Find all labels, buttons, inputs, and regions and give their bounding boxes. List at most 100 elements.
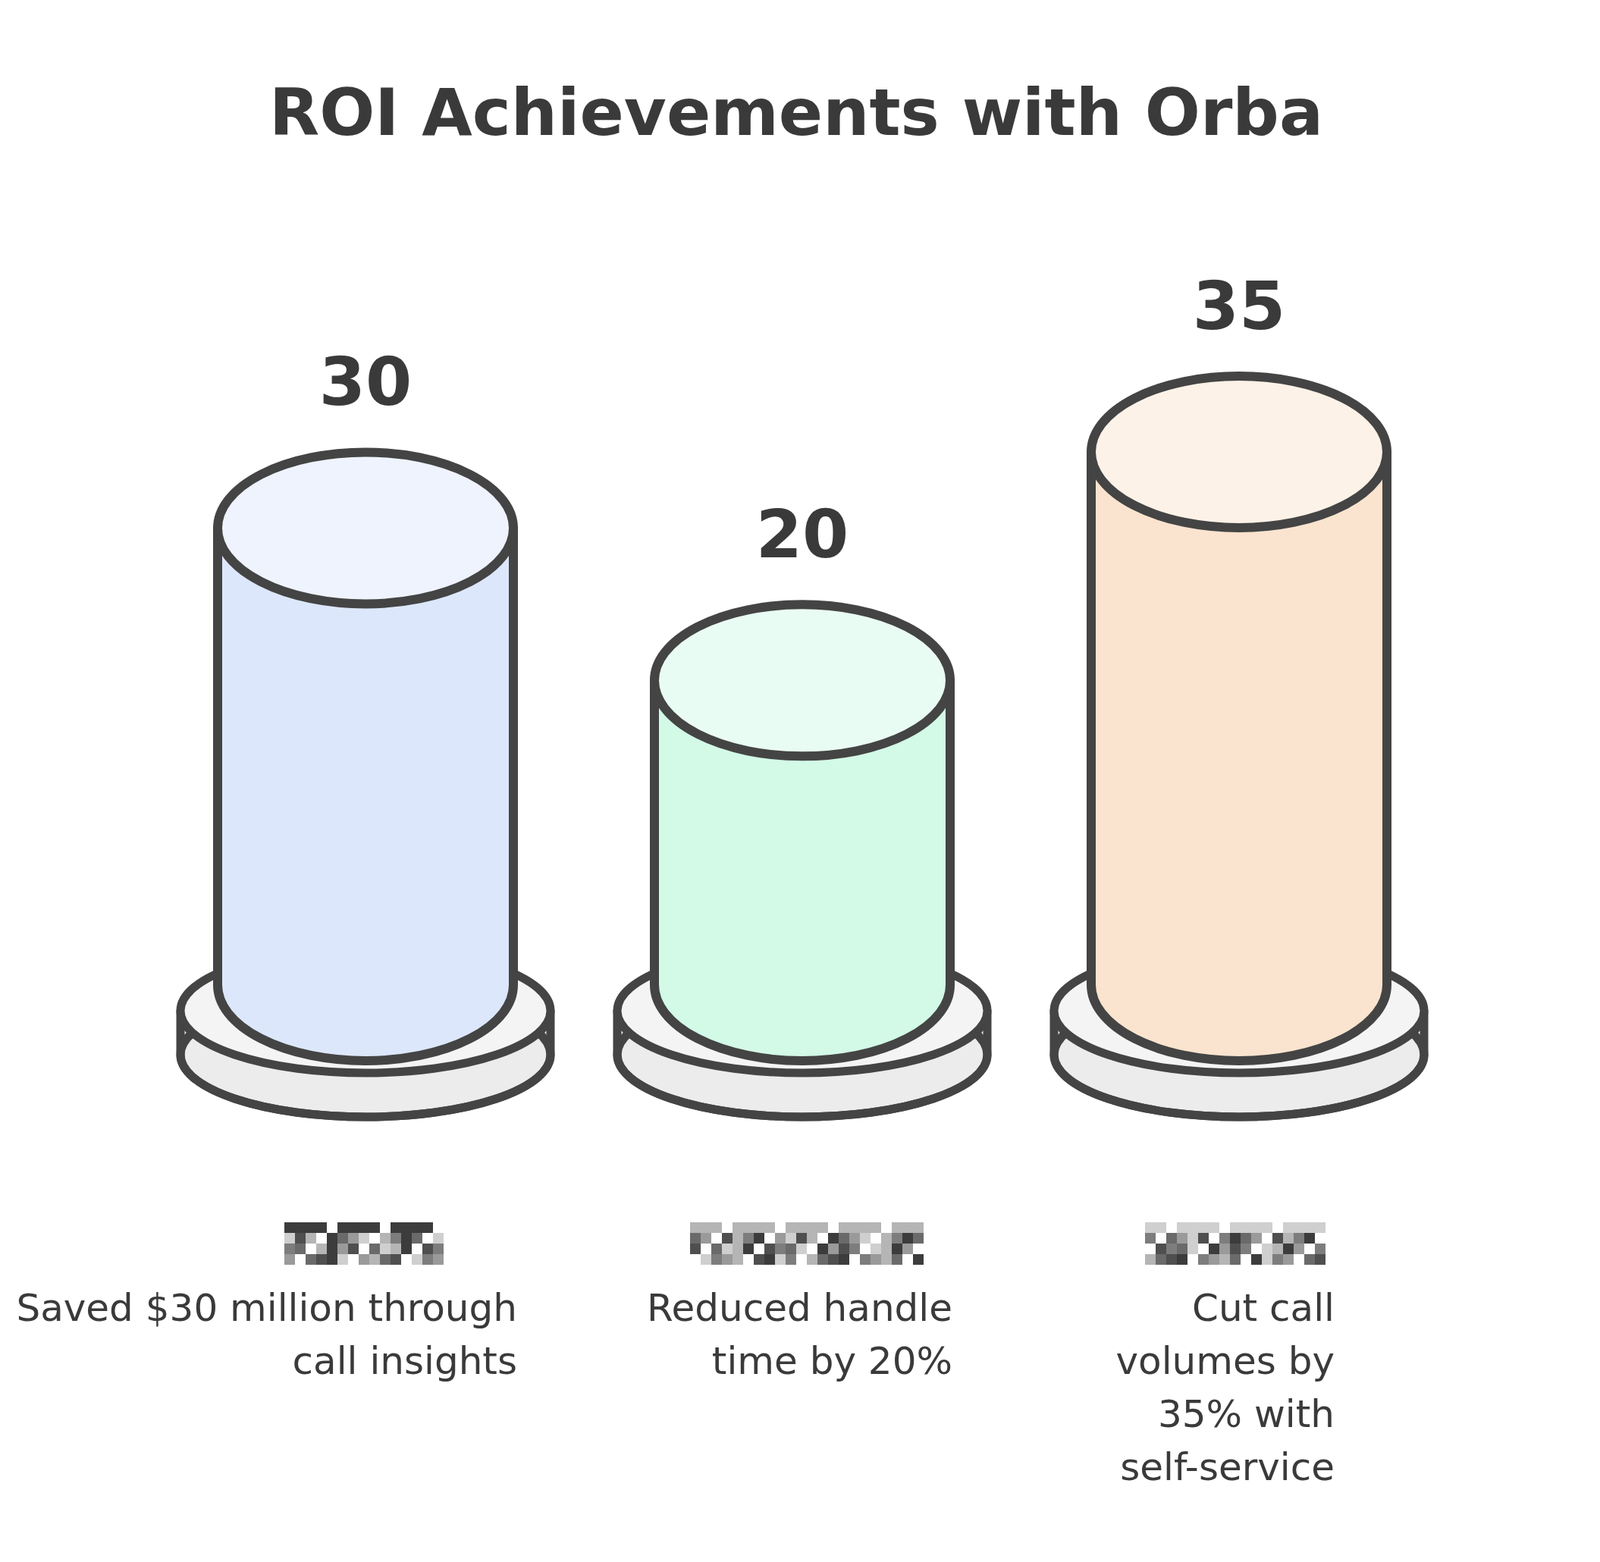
- redaction-pixel: [358, 1222, 370, 1233]
- redaction-pixel: [785, 1232, 797, 1244]
- redaction-pixel: [284, 1232, 295, 1244]
- redaction-pixel: [806, 1254, 818, 1265]
- redaction-pixel: [1229, 1232, 1241, 1244]
- label-line: volumes by: [1115, 1339, 1335, 1384]
- redaction-pixel: [348, 1243, 359, 1255]
- redaction-pixel: [284, 1243, 295, 1255]
- redaction-pixel: [305, 1232, 317, 1244]
- redaction-pixel: [806, 1222, 818, 1233]
- redaction-pixel: [337, 1254, 349, 1265]
- redaction-pixel: [785, 1222, 797, 1233]
- redaction-pixel: [881, 1254, 892, 1265]
- cylinder-bar: [654, 604, 951, 1061]
- redaction-pixel: [881, 1243, 892, 1255]
- redaction-pixel: [796, 1243, 807, 1255]
- redaction-pixel: [1198, 1222, 1209, 1233]
- redacted-name: [1145, 1222, 1326, 1265]
- redaction-pixel: [305, 1222, 317, 1233]
- redaction-pixel: [1293, 1222, 1305, 1233]
- redaction-pixel: [721, 1254, 733, 1265]
- redaction-pixel: [379, 1254, 391, 1265]
- cylinder-body: [1091, 451, 1387, 1061]
- redaction-pixel: [838, 1254, 850, 1265]
- redaction-pixel: [1261, 1254, 1273, 1265]
- redaction-pixel: [1240, 1222, 1252, 1233]
- redaction-pixel: [817, 1222, 829, 1233]
- redaction-pixel: [1155, 1243, 1167, 1255]
- redaction-pixel: [284, 1254, 295, 1265]
- redaction-pixel: [732, 1243, 744, 1255]
- redaction-pixel: [390, 1254, 402, 1265]
- redaction-pixel: [891, 1232, 903, 1244]
- cylinder-top: [217, 451, 514, 604]
- redaction-pixel: [690, 1222, 701, 1233]
- redaction-pixel: [1229, 1254, 1241, 1265]
- redaction-pixel: [337, 1243, 349, 1255]
- label-line: self-service: [1120, 1445, 1335, 1490]
- redaction-pixel: [764, 1254, 775, 1265]
- redaction-pixel: [859, 1254, 871, 1265]
- redaction-pixel: [849, 1232, 860, 1244]
- redaction-pixel: [1219, 1243, 1230, 1255]
- bars: [217, 376, 1387, 1061]
- redaction-pixel: [1229, 1243, 1241, 1255]
- redaction-pixel: [422, 1254, 433, 1265]
- redaction-pixel: [1283, 1254, 1294, 1265]
- redaction-pixel: [849, 1222, 860, 1233]
- redaction-pixel: [348, 1222, 359, 1233]
- label-line: Reduced handle: [646, 1286, 953, 1331]
- redaction-pixel: [743, 1222, 754, 1233]
- redaction-pixel: [432, 1243, 444, 1255]
- redaction-pixel: [828, 1254, 839, 1265]
- redaction-pixel: [1240, 1243, 1252, 1255]
- redaction-pixel: [369, 1222, 380, 1233]
- redaction-pixel: [743, 1243, 754, 1255]
- redaction-pixel: [1187, 1243, 1199, 1255]
- redaction-pixel: [891, 1254, 903, 1265]
- redaction-pixel: [700, 1232, 712, 1244]
- redaction-pixel: [1145, 1254, 1156, 1265]
- redaction-pixel: [1251, 1254, 1262, 1265]
- redacted-name: [690, 1222, 924, 1265]
- redaction-pixel: [1187, 1222, 1199, 1233]
- redaction-pixel: [1219, 1254, 1230, 1265]
- redaction-pixel: [1155, 1254, 1167, 1265]
- cylinder-bar: [217, 451, 514, 1061]
- redaction-pixel: [806, 1232, 818, 1244]
- redaction-pixel: [732, 1222, 744, 1233]
- redaction-pixel: [859, 1222, 871, 1233]
- redaction-pixel: [1293, 1232, 1305, 1244]
- redaction-pixel: [732, 1232, 744, 1244]
- redaction-pixel: [1251, 1232, 1262, 1244]
- redaction-pixel: [711, 1254, 722, 1265]
- redaction-pixel: [1314, 1222, 1326, 1233]
- redaction-pixel: [348, 1232, 359, 1244]
- redaction-pixel: [1208, 1254, 1220, 1265]
- redaction-pixel: [721, 1232, 733, 1244]
- redaction-pixel: [838, 1222, 850, 1233]
- label-line: 35% with: [1157, 1392, 1335, 1437]
- redaction-pixel: [358, 1254, 370, 1265]
- redaction-pixel: [401, 1243, 412, 1255]
- redaction-pixel: [1166, 1254, 1177, 1265]
- redaction-pixel: [764, 1243, 775, 1255]
- redaction-pixel: [305, 1254, 317, 1265]
- redaction-pixel: [411, 1254, 423, 1265]
- background: [0, 0, 1600, 1562]
- redaction-pixel: [1314, 1254, 1326, 1265]
- redaction-pixel: [711, 1243, 722, 1255]
- data-label: 30: [319, 342, 412, 421]
- redaction-pixel: [1166, 1232, 1177, 1244]
- redaction-pixel: [294, 1243, 306, 1255]
- redaction-pixel: [1272, 1254, 1284, 1265]
- data-label: 20: [756, 495, 849, 574]
- redaction-pixel: [1176, 1243, 1188, 1255]
- redaction-pixel: [1219, 1232, 1230, 1244]
- cylinder-top: [654, 604, 951, 757]
- redaction-pixel: [316, 1243, 327, 1255]
- redaction-pixel: [881, 1232, 892, 1244]
- redaction-pixel: [721, 1243, 733, 1255]
- redaction-pixel: [326, 1254, 338, 1265]
- redaction-pixel: [891, 1222, 903, 1233]
- redaction-pixel: [690, 1232, 701, 1244]
